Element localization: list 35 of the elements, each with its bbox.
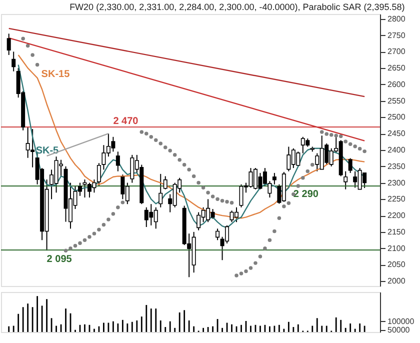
y-tick-label: 2450 (388, 129, 406, 138)
y-tick-label: 2000 (388, 276, 406, 286)
y-tick-label: 2400 (388, 146, 406, 154)
candlestick (272, 172, 276, 185)
candlestick (163, 176, 168, 190)
candlestick (158, 173, 163, 208)
y-tick-label: 2150 (388, 227, 406, 236)
y-tick-label: 2750 (388, 30, 406, 40)
y-tick-label: 2700 (388, 47, 406, 56)
y-tick-label: 100000 (388, 316, 415, 326)
y-tick-label: 2800 (388, 14, 406, 24)
y-tick-label: 2050 (388, 260, 406, 270)
y-tick-label: 2300 (388, 178, 406, 188)
ref-line-label: 2 095 (46, 254, 72, 265)
candlestick (12, 51, 16, 72)
candlestick (96, 162, 101, 187)
y-tick-label: 2650 (388, 64, 406, 73)
y-tick-label: 2100 (388, 244, 406, 253)
candlestick (344, 170, 348, 190)
ref-line-label: 2 470 (113, 116, 139, 128)
candlestick (348, 158, 352, 174)
chart-title: FW20 (2,330.00, 2,331.00, 2,284.00, 2,300.00, -40.0000), Parabolic SAR (2,395.58) (70, 2, 405, 12)
candlestick (116, 151, 120, 172)
series-label: SK-15 (41, 68, 70, 80)
y-tick-label: 2500 (388, 112, 406, 122)
y-tick-label: 50000 (388, 326, 410, 335)
series-label: SK-5 (36, 146, 60, 157)
candlestick (216, 228, 220, 241)
candlestick (6, 33, 11, 56)
y-tick-label: 2350 (388, 162, 406, 171)
ref-line-label: 2 290 (293, 189, 319, 200)
y-tick-label: 2600 (388, 80, 406, 89)
y-tick-label: 2550 (388, 96, 406, 106)
y-tick-label: 2200 (388, 211, 406, 220)
y-tick-label: 2250 (388, 194, 406, 204)
